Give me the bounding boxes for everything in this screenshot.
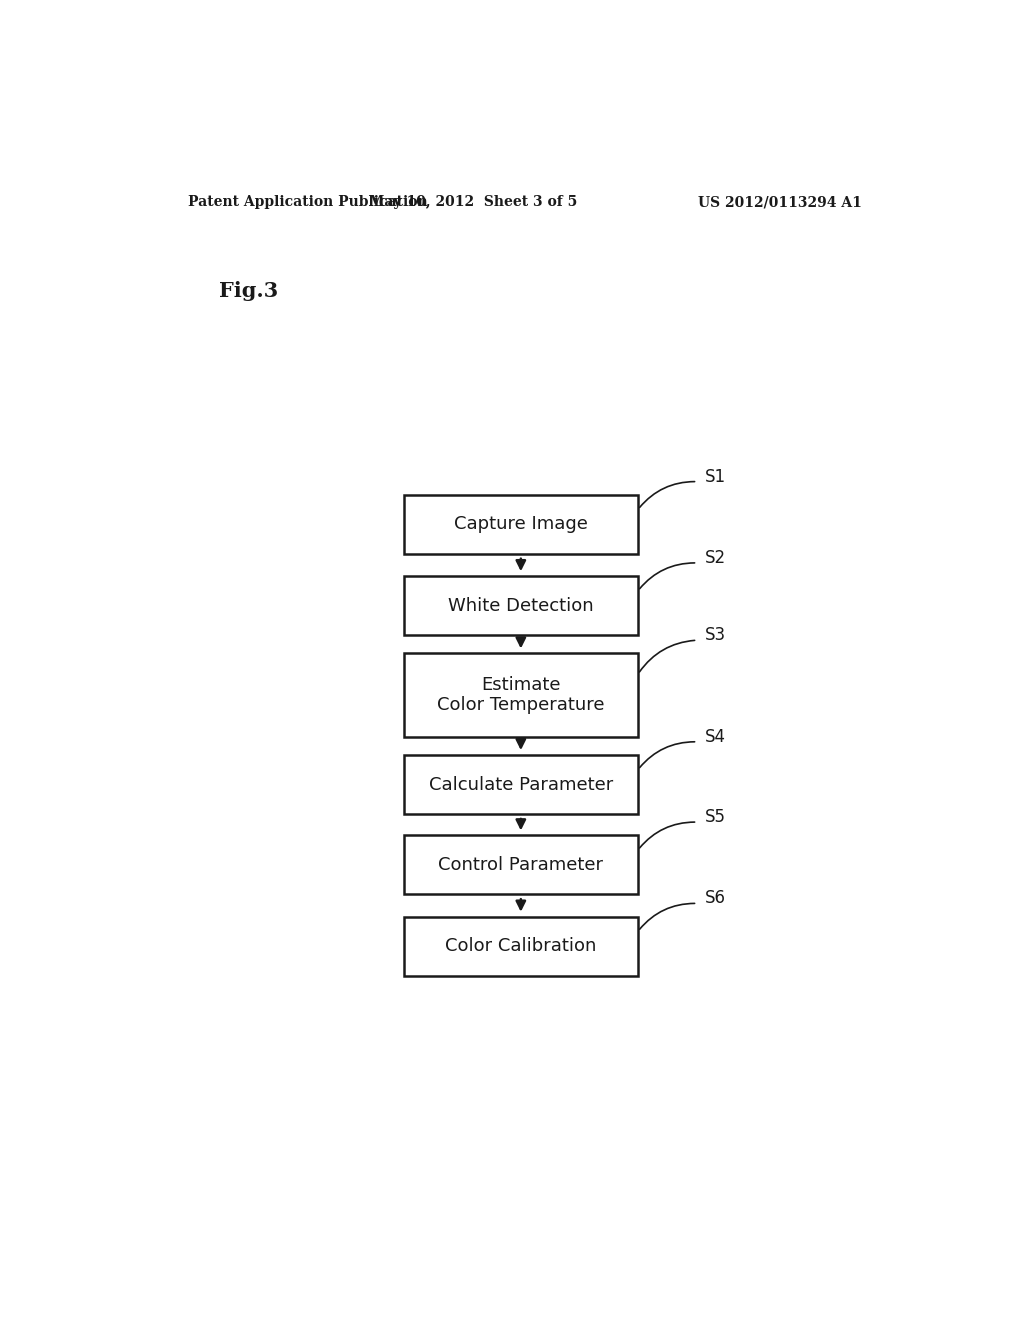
Text: Patent Application Publication: Patent Application Publication [187,195,427,209]
Text: S3: S3 [706,626,726,644]
Text: Calculate Parameter: Calculate Parameter [429,776,613,793]
Text: Color Calibration: Color Calibration [445,937,597,956]
FancyBboxPatch shape [403,836,638,894]
Text: Control Parameter: Control Parameter [438,855,603,874]
Text: S1: S1 [706,467,726,486]
Text: Capture Image: Capture Image [454,515,588,533]
Text: White Detection: White Detection [449,597,594,615]
Text: S4: S4 [706,727,726,746]
Text: May 10, 2012  Sheet 3 of 5: May 10, 2012 Sheet 3 of 5 [369,195,578,209]
FancyBboxPatch shape [403,576,638,635]
FancyBboxPatch shape [403,916,638,975]
FancyBboxPatch shape [403,495,638,554]
Text: Estimate
Color Temperature: Estimate Color Temperature [437,676,604,714]
Text: S6: S6 [706,890,726,907]
FancyBboxPatch shape [403,755,638,814]
Text: Fig.3: Fig.3 [219,281,279,301]
Text: S5: S5 [706,808,726,826]
Text: US 2012/0113294 A1: US 2012/0113294 A1 [698,195,862,209]
FancyBboxPatch shape [403,653,638,737]
Text: S2: S2 [706,549,726,566]
